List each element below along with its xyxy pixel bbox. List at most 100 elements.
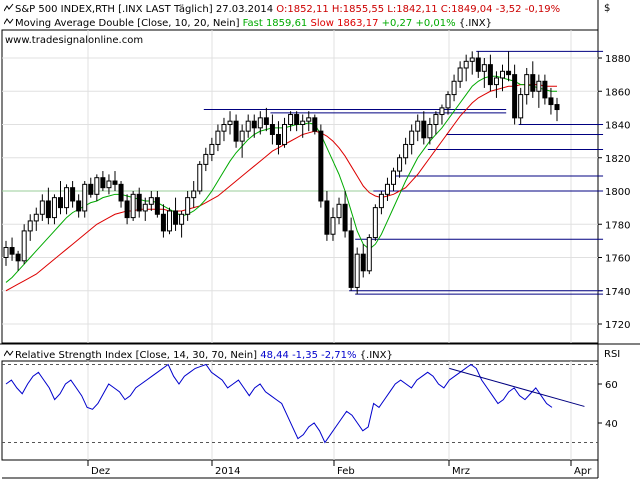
price-y-tick-label: 1860 [605,87,630,98]
candle [306,111,312,132]
ma-change: +0,27 +0,01% [381,18,456,29]
candle [487,54,493,92]
price-y-tick-label: 1880 [605,54,630,65]
price-y-tick-label: 1800 [605,187,630,198]
candle-body-up [203,153,209,165]
candle-body-down [15,253,21,262]
candle [518,87,524,125]
candle-body-up [94,177,100,195]
candle-body-down [57,197,63,209]
candle [481,58,487,88]
candle [257,111,263,135]
candle [221,117,227,142]
candle-body-down [342,203,348,232]
price-y-tick-label: 1740 [605,287,630,298]
ma-pane-header: Moving Average Double [Close, 10, 20, Ne… [3,17,492,30]
candle [403,137,409,165]
candle [173,197,179,231]
candle [179,210,185,238]
candle-body-down [294,114,300,126]
candle-body-up [39,200,45,215]
candle-body-down [360,253,366,272]
candle [554,97,560,122]
rsi-symbol: {.INX} [359,350,393,361]
candle-body-down [318,130,324,202]
candle [391,167,397,191]
candle-body-up [457,67,463,82]
rsi-y-tick-label: 40 [605,419,618,430]
candle [366,234,372,275]
candle [360,244,366,278]
candle-body-up [500,70,506,79]
candle [70,181,76,208]
candle-body-up [209,143,215,155]
candle-body-up [415,120,421,132]
candle [384,177,390,201]
price-y-tick-label: 1840 [605,121,630,132]
rsi-trend-line [449,367,585,407]
candle-body-down [76,200,82,212]
rsi-value: 48,44 [260,350,289,361]
candle [457,61,463,88]
ma-symbol: {.INX} [458,18,492,29]
candle [263,107,269,132]
candle [282,117,288,148]
candle-body-up [33,213,39,222]
candle [294,111,300,132]
candle-body-up [282,124,288,145]
candle-body-up [215,130,221,145]
candle [197,161,203,195]
candle-body-down [173,210,179,225]
candle-body-up [354,253,360,288]
candle-body-up [445,94,451,109]
price-y-tick-label: 1720 [605,320,630,331]
rsi-pane-header: Relative Strength Index [Close, 14, 30, … [3,349,393,362]
candle-body-up [372,207,378,239]
candle [233,114,239,148]
candle [324,191,330,241]
candle-body-up [257,117,263,129]
candle [100,171,106,191]
line-icon [3,17,15,30]
candle-body-up [336,203,342,219]
candle [154,191,160,218]
price-y-tick-label: 1780 [605,220,630,231]
candle-body-up [433,114,439,126]
candle [9,237,15,261]
price-y-tick-label: 1760 [605,254,630,265]
candle-body-up [427,124,433,139]
candle [397,154,403,178]
candle-body-up [288,114,294,126]
candle [506,51,512,82]
time-tick-label: Apr [574,466,592,477]
candle-body-up [391,170,397,185]
candle-body-up [166,210,172,232]
candle-body-up [330,217,336,235]
candle-body-up [469,57,475,62]
candle [433,111,439,135]
candle-body-down [263,117,269,125]
candle-body-down [554,104,560,111]
slow-ma-line [5,84,557,292]
candle-body-up [179,213,185,225]
candle [166,207,172,235]
candle [3,240,9,266]
candle [372,204,378,241]
price-ohlc: O:1852,11 H:1855,55 L:1842,11 C:1849,04 … [276,4,561,15]
candle [142,197,148,221]
price-y-tick-label: 1820 [605,154,630,165]
stepped-line-icon [3,3,15,16]
candle-body-up [366,237,372,272]
candle [136,187,142,218]
candle-body-up [439,107,445,116]
candle [57,181,63,215]
candle-body-up [403,143,409,159]
candle [209,137,215,162]
candle [378,191,384,215]
candle [512,64,518,125]
candle-body-up [397,157,403,172]
candle-body-down [100,177,106,189]
rsi-pane-frame [1,360,599,461]
time-tick-label: Dez [91,466,110,477]
time-tick-label: Feb [337,466,355,477]
